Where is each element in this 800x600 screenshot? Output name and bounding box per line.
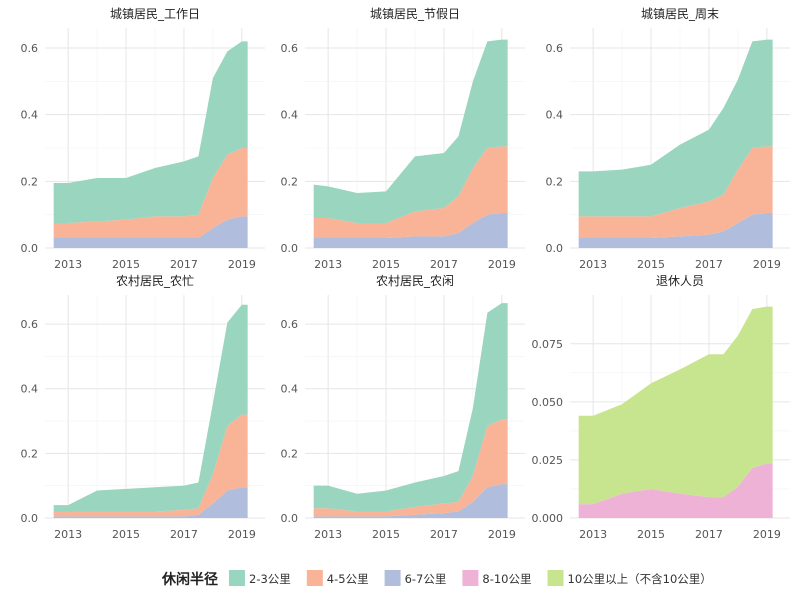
area-series [313,303,508,512]
legend-item: 8-10公里 [462,570,532,586]
area-series [578,213,773,248]
panel-title: 退休人员 [656,274,704,288]
legend: 休闲半径 2-3公里 4-5公里 6-7公里 8-10公里 10公里以上（不含10公里） [161,570,712,588]
y-tick-label: 0.6 [281,42,299,55]
y-tick-label: 0.0 [281,512,299,525]
legend-label: 10公里以上（不含10公里） [568,572,712,586]
panel-title: 城镇居民_节假日 [370,7,460,21]
y-tick-label: 0.6 [21,318,39,331]
facet-panel: 2013 2015 2017 2019 0.000 0.025 0.050 0.075 退休人员 [532,274,790,541]
legend-label: 4-5公里 [327,572,369,586]
area-series [578,463,773,518]
panel-title: 城镇居民_工作日 [110,7,200,21]
y-tick-label: 0.4 [281,109,299,122]
area-series [578,306,773,505]
x-tick-label: 2015 [112,258,140,271]
x-tick-label: 2019 [488,528,516,541]
y-tick-label: 0.2 [546,175,564,188]
facet-panel: 2013 2015 2017 2019 0.0 0.2 0.4 0.6 农村居民_农闲 [281,274,525,541]
y-tick-label: 0.4 [546,109,564,122]
legend-label: 2-3公里 [249,572,291,586]
x-tick-label: 2019 [753,258,781,271]
x-tick-label: 2015 [372,528,400,541]
area-series [53,216,248,248]
x-tick-label: 2013 [54,258,82,271]
y-tick-label: 0.6 [21,42,39,55]
area-series [53,304,248,512]
x-tick-label: 2019 [753,528,781,541]
y-tick-label: 0.4 [21,383,39,396]
facet-panel: 2013 2015 2017 2019 0.0 0.2 0.4 0.6 城镇居民_周末 [546,7,790,271]
y-tick-label: 0.6 [281,318,299,331]
legend-label: 6-7公里 [405,572,447,586]
x-tick-label: 2019 [228,528,256,541]
x-tick-label: 2017 [430,528,458,541]
y-tick-label: 0.2 [21,175,39,188]
x-tick-label: 2013 [314,528,342,541]
y-tick-label: 0.2 [21,447,39,460]
y-tick-label: 0.0 [21,512,39,525]
x-tick-label: 2019 [228,258,256,271]
y-tick-label: 0.0 [281,242,299,255]
panel-title: 农村居民_农忙 [116,274,194,288]
x-tick-label: 2015 [637,258,665,271]
x-tick-label: 2017 [695,528,723,541]
y-tick-label: 0.4 [281,383,299,396]
legend-item: 6-7公里 [384,570,447,586]
legend-item: 2-3公里 [229,570,291,586]
area-series [313,213,508,248]
y-tick-label: 0.2 [281,447,299,460]
legend-swatch [229,570,245,586]
area-series [313,146,508,238]
x-tick-label: 2013 [579,528,607,541]
facet-panel: 2013 2015 2017 2019 0.0 0.2 0.4 0.6 城镇居民_节假日 [281,7,525,271]
legend-label: 8-10公里 [482,572,531,586]
x-tick-label: 2017 [170,258,198,271]
panel-title: 农村居民_农闲 [376,274,454,288]
y-tick-label: 0.025 [532,454,564,467]
y-tick-label: 0.0 [546,242,564,255]
y-tick-label: 0.6 [546,42,564,55]
area-series [578,146,773,238]
legend-swatch [306,570,323,586]
legend-title: 休闲半径 [161,571,218,588]
x-tick-label: 2015 [112,528,140,541]
x-tick-label: 2017 [430,258,458,271]
panel-title: 城镇居民_周末 [641,7,719,21]
x-tick-label: 2015 [637,528,665,541]
legend-swatch [462,570,479,586]
y-tick-label: 0.2 [281,175,299,188]
facet-panel: 2013 2015 2017 2019 0.0 0.2 0.4 0.6 城镇居民_工作日 [21,7,265,271]
y-tick-label: 0.4 [21,109,39,122]
x-tick-label: 2017 [170,528,198,541]
area-series [313,39,508,223]
x-tick-label: 2013 [314,258,342,271]
y-tick-label: 0.075 [532,338,564,351]
legend-item: 4-5公里 [306,570,369,586]
y-tick-label: 0.000 [532,512,564,525]
y-tick-label: 0.0 [21,242,39,255]
area-series [53,487,248,518]
legend-swatch [547,570,564,586]
facet-panel: 2013 2015 2017 2019 0.0 0.2 0.4 0.6 农村居民_农忙 [21,274,265,541]
area-series [313,419,508,517]
area-series [53,148,248,238]
x-tick-label: 2013 [579,258,607,271]
y-tick-label: 0.050 [532,396,564,409]
area-series [578,39,773,217]
legend-swatch [384,570,401,586]
x-tick-label: 2019 [488,258,516,271]
area-series [53,41,248,224]
x-tick-label: 2015 [372,258,400,271]
x-tick-label: 2013 [54,528,82,541]
area-series [313,484,508,518]
x-tick-label: 2017 [695,258,723,271]
legend-item: 10公里以上（不含10公里） [547,570,712,586]
